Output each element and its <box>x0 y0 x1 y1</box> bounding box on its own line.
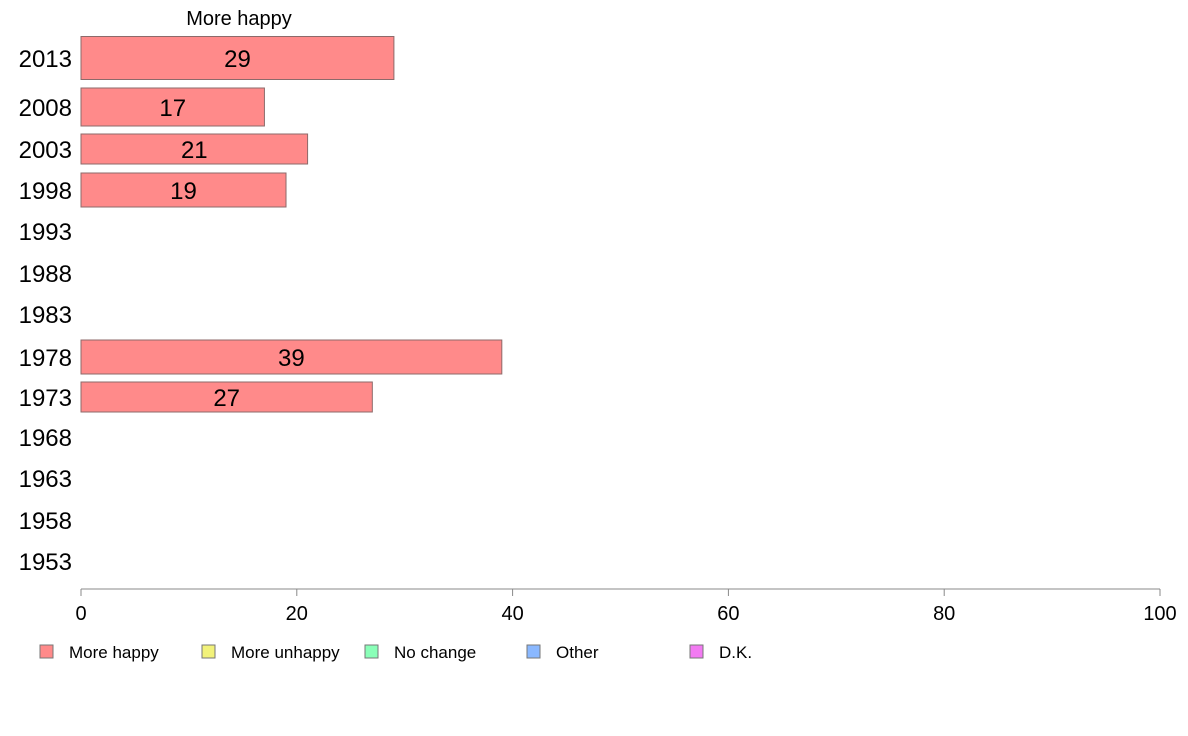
legend-swatch-1 <box>201 644 216 659</box>
y-tick-label-1978: 1978 <box>19 345 72 372</box>
y-tick-label-2003: 2003 <box>19 137 72 164</box>
bar-2008 <box>80 87 265 127</box>
bar-1998 <box>80 172 287 208</box>
legend-label-3: Other <box>556 643 599 662</box>
y-tick-label-1993: 1993 <box>19 219 72 246</box>
x-tick-label-100: 100 <box>1143 603 1176 625</box>
bar-value-label-2013: 29 <box>224 46 251 73</box>
x-tick-label-40: 40 <box>501 603 523 625</box>
series-title: More happy <box>186 8 292 30</box>
legend-label-0: More happy <box>69 643 159 662</box>
y-tick-label-1998: 1998 <box>19 178 72 205</box>
y-tick-label-1983: 1983 <box>19 302 72 329</box>
legend-label-2: No change <box>394 643 476 662</box>
legend-swatch-2 <box>364 644 379 659</box>
legend-swatch-4 <box>689 644 704 659</box>
legend-label-4: D.K. <box>719 643 752 662</box>
x-tick-label-60: 60 <box>717 603 739 625</box>
y-tick-label-1988: 1988 <box>19 261 72 288</box>
bar-2003 <box>80 133 309 165</box>
y-tick-label-2008: 2008 <box>19 95 72 122</box>
y-tick-label-1953: 1953 <box>19 549 72 576</box>
bar-value-label-2008: 17 <box>159 95 186 122</box>
y-tick-label-1973: 1973 <box>19 385 72 412</box>
legend-label-1: More unhappy <box>231 643 340 662</box>
y-tick-label-1968: 1968 <box>19 425 72 452</box>
y-axis-labels: 2013 2008 2003 1998 1993 1988 1983 1978 1973 1968… <box>19 46 72 576</box>
x-tick-label-80: 80 <box>933 603 955 625</box>
y-tick-label-2013: 2013 <box>19 46 72 73</box>
bar-value-label-2003: 21 <box>181 137 208 164</box>
bar-2013 <box>80 36 395 80</box>
bar-1973 <box>80 381 373 413</box>
legend: More happy More unhappy No change Other D.K. <box>39 643 752 662</box>
bars-group: 29 17 21 19 39 27 <box>80 36 503 413</box>
bar-value-label-1978: 39 <box>278 345 305 372</box>
bar-value-label-1973: 27 <box>213 385 240 412</box>
legend-swatch-0 <box>39 644 54 659</box>
bar-value-label-1998: 19 <box>170 178 197 205</box>
legend-swatch-3 <box>526 644 541 659</box>
y-tick-label-1963: 1963 <box>19 466 72 493</box>
x-axis: 0 20 40 60 80 100 <box>75 588 1177 625</box>
x-tick-label-0: 0 <box>75 603 86 625</box>
y-tick-label-1958: 1958 <box>19 508 72 535</box>
x-tick-label-20: 20 <box>286 603 308 625</box>
bar-1978 <box>80 339 503 375</box>
